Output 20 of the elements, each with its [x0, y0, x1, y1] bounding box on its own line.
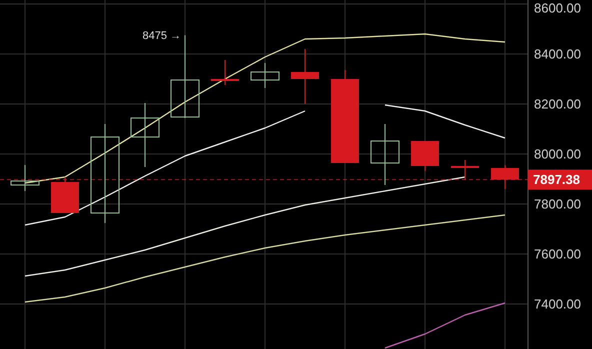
y-tick-label: 8600.00 — [534, 0, 581, 16]
annotation: 8475 → — [142, 30, 181, 42]
ref-line-label: 7897.38 — [533, 172, 580, 188]
candlestick — [10, 164, 40, 192]
candlestick — [90, 124, 120, 224]
candlestick — [170, 34, 200, 118]
y-tick-label: 7400.00 — [534, 296, 581, 312]
line-series — [24, 176, 466, 277]
y-tick-label: 8000.00 — [534, 146, 581, 162]
y-tick-label: 7600.00 — [534, 246, 581, 262]
candlestick — [130, 102, 160, 168]
line-series — [384, 302, 506, 349]
candlestick — [211, 60, 239, 86]
candlestick — [291, 48, 319, 104]
y-tick-label: 7800.00 — [534, 196, 581, 212]
line-series — [24, 214, 506, 303]
candlestick — [370, 124, 400, 186]
candlestick — [250, 62, 280, 88]
y-tick-label: 8400.00 — [534, 46, 581, 62]
y-tick-label: 8200.00 — [534, 96, 581, 112]
